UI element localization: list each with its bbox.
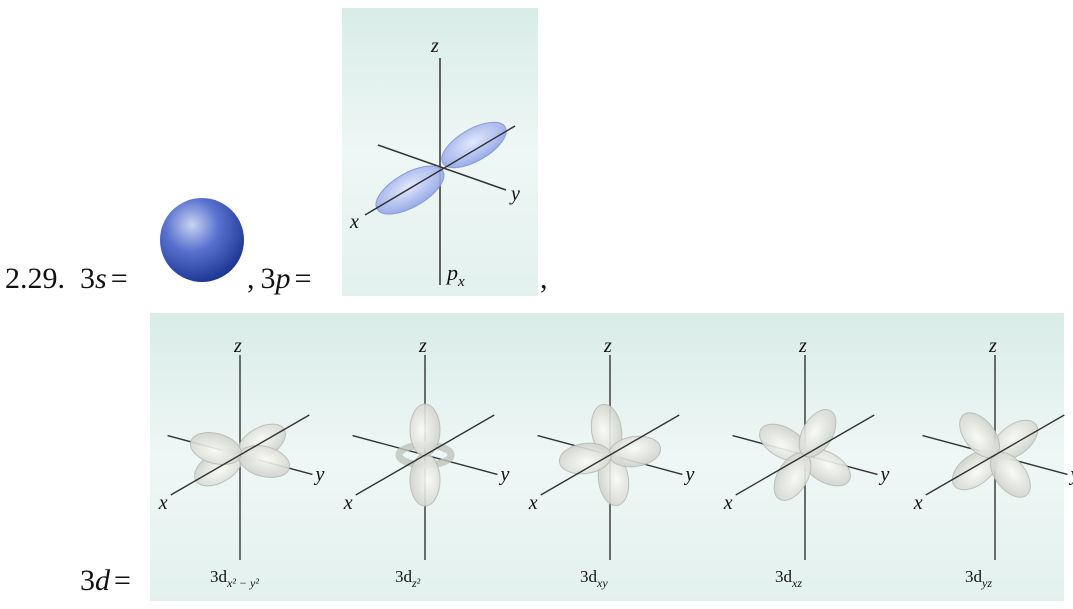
axis-label: z — [988, 335, 997, 357]
orbital-label: px — [445, 260, 465, 290]
lobe — [189, 432, 242, 466]
p-label: , 3p = — [247, 262, 311, 295]
text: z² — [411, 576, 421, 590]
lobe — [409, 403, 441, 457]
axis-label: z — [430, 35, 439, 57]
text: s — [95, 262, 107, 295]
axis-label: x — [528, 492, 538, 514]
problem-number: 2.29. — [5, 262, 65, 295]
text: x² − y² — [226, 576, 259, 590]
x-axis — [355, 414, 495, 496]
text: p — [274, 262, 291, 295]
d-orbital-figure: z x y 3dz² — [343, 335, 510, 590]
d-orbital-figure: z x y 3dx² − y² — [158, 335, 325, 590]
text: 3d — [580, 567, 598, 586]
axis-label: z — [603, 335, 612, 357]
axis-label: z — [418, 335, 427, 357]
axis-label: z — [798, 335, 807, 357]
lobe — [441, 121, 507, 169]
axis-label: y — [1068, 463, 1073, 485]
lobe — [959, 412, 1001, 459]
text: d — [95, 564, 111, 597]
x-axis — [170, 414, 310, 496]
axis-label: x — [158, 492, 168, 514]
axis-label: x — [913, 492, 923, 514]
x-axis — [925, 414, 1065, 496]
d-label: 3d = — [80, 564, 131, 597]
text: x — [457, 274, 465, 290]
text: xy — [596, 576, 608, 590]
d-orbital-figure: z x y 3dyz — [913, 335, 1073, 590]
axis-label: y — [509, 183, 520, 205]
text: = — [111, 262, 128, 295]
x-axis — [735, 414, 875, 496]
s-orbital-sphere — [160, 198, 244, 282]
axis-label: y — [683, 463, 694, 485]
text: 3d — [210, 567, 228, 586]
text: xz — [791, 576, 802, 590]
text: 3 — [261, 262, 276, 295]
axis-label: z — [233, 335, 242, 357]
orbital-label: 3dyz — [965, 567, 992, 590]
axis-label: x — [343, 492, 353, 514]
x-axis — [364, 125, 516, 216]
text: 3 — [80, 564, 95, 597]
d-orbital-figure: z x y 3dxz — [723, 335, 890, 590]
orbital-label: 3dz² — [395, 567, 421, 590]
axis-label: x — [349, 211, 359, 233]
orbital-label: 3dxz — [775, 567, 802, 590]
s-label: 3s = — [80, 262, 128, 295]
text: 3d — [775, 567, 793, 586]
orbital-label: 3dxy — [580, 567, 608, 590]
axis-label: y — [498, 463, 509, 485]
text: 3d — [965, 567, 983, 586]
orbital-label: 3dx² − y² — [210, 567, 259, 590]
text: = — [295, 262, 312, 295]
comma: , — [540, 262, 548, 295]
text: , — [247, 262, 255, 295]
axis-label: x — [723, 492, 733, 514]
text: yz — [981, 576, 992, 590]
axis-label: y — [878, 463, 889, 485]
text: p — [445, 260, 458, 285]
text: 3d — [395, 567, 413, 586]
text: 3 — [80, 262, 95, 295]
x-axis — [540, 414, 680, 496]
y-axis — [377, 144, 507, 191]
axis-label: y — [313, 463, 324, 485]
text: = — [114, 564, 131, 597]
p-orbital-figure: z x y px — [342, 8, 538, 296]
